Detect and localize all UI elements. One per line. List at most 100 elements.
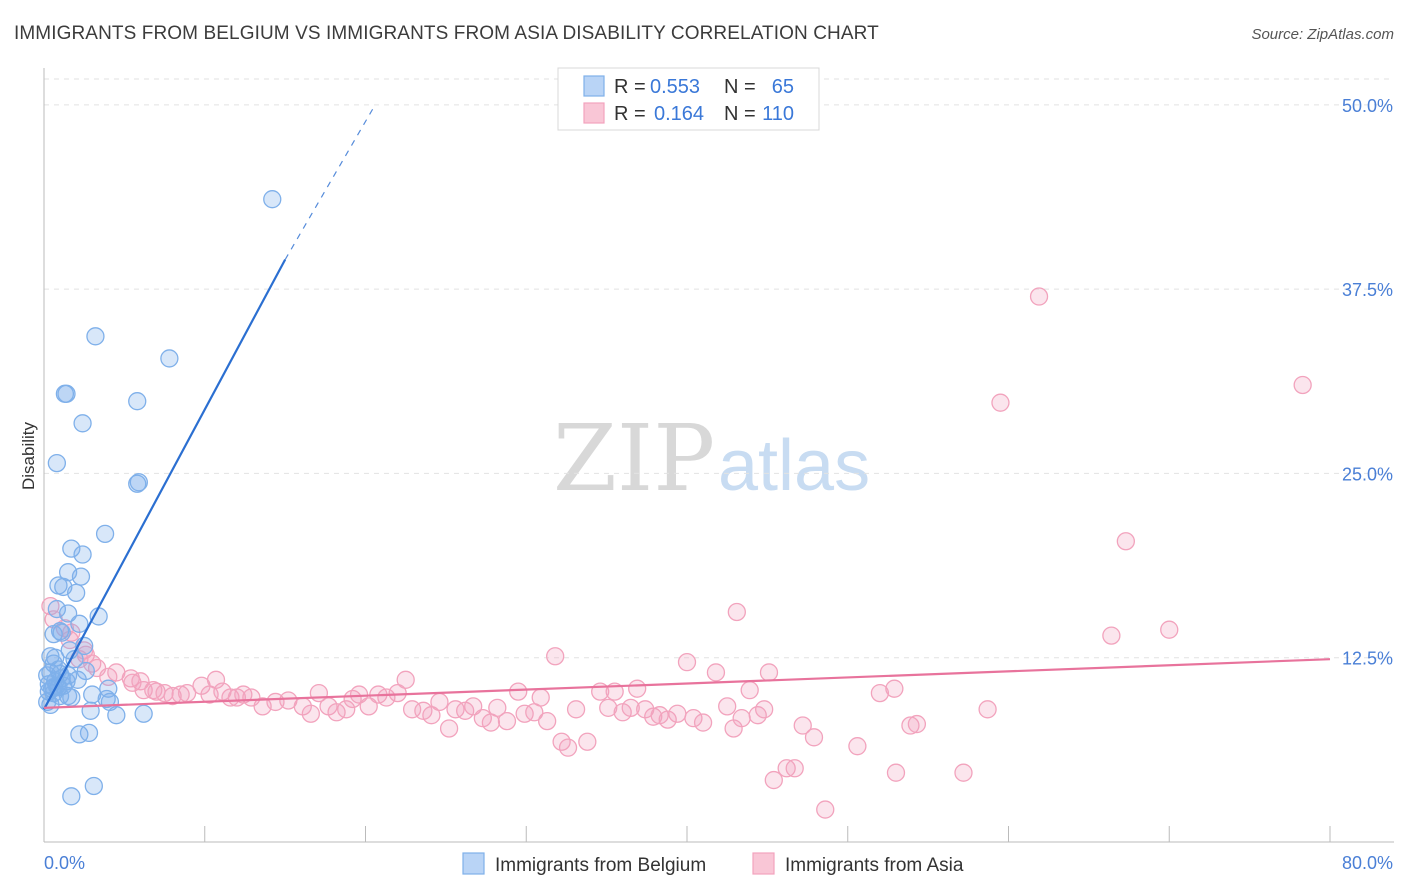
legend-n-label-belgium: N = — [724, 76, 756, 98]
point-belgium — [67, 583, 86, 602]
trend-line-asia — [43, 658, 1331, 709]
gridlines — [44, 78, 1394, 659]
x-tick-label-min: 0.0% — [44, 853, 85, 873]
point-asia — [422, 706, 441, 725]
legend-r-label-belgium: R = — [614, 76, 646, 98]
chart-title: IMMIGRANTS FROM BELGIUM VS IMMIGRANTS FR… — [14, 23, 879, 44]
point-belgium — [160, 349, 179, 368]
point-belgium — [62, 787, 81, 806]
point-belgium — [128, 392, 147, 411]
point-belgium — [52, 623, 71, 642]
point-asia — [886, 763, 906, 782]
bottom-legend-swatch-asia — [752, 852, 775, 875]
legend-n-value-belgium: 65 — [772, 76, 794, 98]
x-ticks — [43, 826, 1331, 842]
legend-r-value-belgium: 0.553 — [650, 76, 700, 98]
point-asia — [531, 688, 550, 707]
point-asia — [816, 800, 835, 819]
legend-swatch-belgium — [583, 75, 605, 97]
point-asia — [599, 698, 618, 717]
point-asia — [537, 711, 557, 731]
point-asia — [901, 716, 920, 735]
bottom-legend-label-belgium: Immigrants from Belgium — [495, 855, 706, 876]
point-asia — [144, 680, 163, 700]
point-asia — [885, 679, 904, 698]
legend-swatch-asia — [583, 102, 605, 124]
point-belgium — [95, 524, 115, 544]
y-tick-labels: 12.5% 25.0% 37.5% 50.0% — [1342, 96, 1393, 669]
point-asia — [337, 700, 356, 719]
point-asia — [509, 682, 528, 701]
point-asia — [497, 711, 517, 731]
point-asia — [1029, 287, 1049, 306]
point-belgium — [47, 453, 67, 473]
point-asia — [644, 707, 663, 726]
point-asia — [740, 680, 759, 700]
point-asia — [488, 698, 507, 717]
point-asia — [755, 700, 774, 719]
point-belgium — [263, 190, 282, 209]
point-belgium — [97, 689, 116, 709]
legend-r-label-asia: R = — [614, 103, 646, 125]
y-tick-label: 37.5% — [1342, 280, 1393, 300]
point-belgium — [49, 576, 68, 595]
point-asia — [727, 602, 746, 622]
point-asia — [668, 704, 687, 723]
point-asia — [301, 704, 320, 723]
point-asia — [978, 700, 997, 719]
point-asia — [870, 683, 890, 703]
point-asia — [804, 728, 824, 747]
point-asia — [359, 697, 378, 716]
point-belgium — [47, 599, 67, 619]
point-asia — [546, 647, 565, 666]
point-asia — [848, 737, 867, 756]
legend-r-value-asia: 0.164 — [654, 103, 704, 125]
point-asia — [1102, 626, 1121, 645]
bottom-legend-swatch-belgium — [462, 852, 485, 875]
point-asia — [793, 716, 812, 735]
y-tick-label: 50.0% — [1342, 96, 1393, 116]
point-belgium — [107, 706, 126, 725]
point-asia — [718, 697, 737, 716]
point-belgium — [86, 327, 105, 346]
point-asia — [430, 692, 449, 712]
point-belgium — [46, 648, 65, 667]
legend-n-value-asia: 110 — [762, 103, 794, 125]
point-asia — [954, 763, 973, 782]
point-asia — [1293, 375, 1312, 395]
point-belgium — [71, 567, 91, 586]
trend-line-belgium-extension — [284, 104, 376, 260]
point-asia — [764, 770, 783, 790]
stats-legend: R = 0.553 N = 65 R = 0.164 N = 110 — [557, 67, 820, 131]
point-asia — [131, 672, 150, 691]
point-belgium — [62, 539, 81, 558]
point-belgium — [70, 614, 89, 633]
point-asia — [658, 710, 677, 729]
point-asia — [907, 714, 927, 734]
point-belgium — [73, 414, 92, 433]
series-belgium-points — [38, 190, 282, 806]
point-asia — [677, 652, 697, 672]
point-asia — [396, 670, 415, 689]
watermark-atlas: atlas — [718, 426, 870, 506]
point-asia — [1116, 532, 1135, 551]
point-asia — [464, 697, 483, 716]
point-asia — [693, 713, 713, 732]
point-asia — [628, 679, 647, 698]
x-tick-label-max: 80.0% — [1342, 853, 1393, 873]
chart-source: Source: ZipAtlas.com — [1251, 26, 1394, 43]
series-asia-points — [41, 287, 1312, 819]
point-asia — [206, 670, 226, 689]
point-asia — [558, 738, 578, 757]
trend-lines — [43, 104, 1331, 710]
point-asia — [684, 709, 703, 728]
point-belgium — [68, 670, 87, 689]
point-asia — [732, 709, 751, 728]
point-asia — [439, 719, 459, 738]
point-asia — [578, 732, 597, 751]
point-asia — [1160, 620, 1179, 639]
point-asia — [566, 700, 586, 719]
point-belgium — [134, 704, 153, 723]
point-belgium — [58, 604, 78, 623]
